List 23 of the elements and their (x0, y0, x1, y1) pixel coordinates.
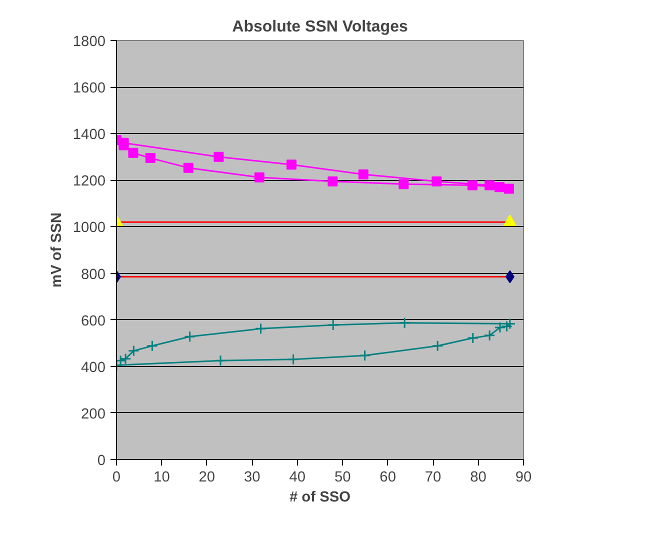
x-tick-label: 50 (334, 470, 351, 486)
y-tick-label: 200 (81, 406, 106, 422)
x-tick-label: 10 (154, 470, 170, 486)
y-tick-label: 1400 (72, 127, 106, 144)
x-tick-label: 20 (198, 470, 216, 486)
y-tick-label: 800 (81, 266, 106, 283)
x-tick-label: 60 (380, 470, 396, 486)
x-axis-title: # of SSO (289, 490, 351, 506)
x-tick-label: 90 (515, 470, 532, 486)
x-tick-label: 30 (244, 470, 260, 486)
y-tick-label: 1000 (72, 220, 106, 236)
y-tick-label: 400 (81, 360, 106, 376)
y-axis-title: mV of SSN (48, 212, 65, 288)
x-tick-label: 80 (470, 470, 486, 486)
y-tick-label: 600 (81, 313, 106, 330)
y-tick-label: 1800 (72, 34, 106, 50)
chart-title: Absolute SSN Voltages (232, 18, 408, 36)
y-tick-label: 1200 (72, 174, 106, 190)
x-tick-label: 70 (424, 470, 442, 486)
y-tick-label: 1600 (72, 80, 106, 97)
x-tick-label: 40 (289, 470, 306, 486)
y-tick-label: 0 (97, 453, 106, 469)
x-tick-label: 0 (112, 470, 121, 486)
